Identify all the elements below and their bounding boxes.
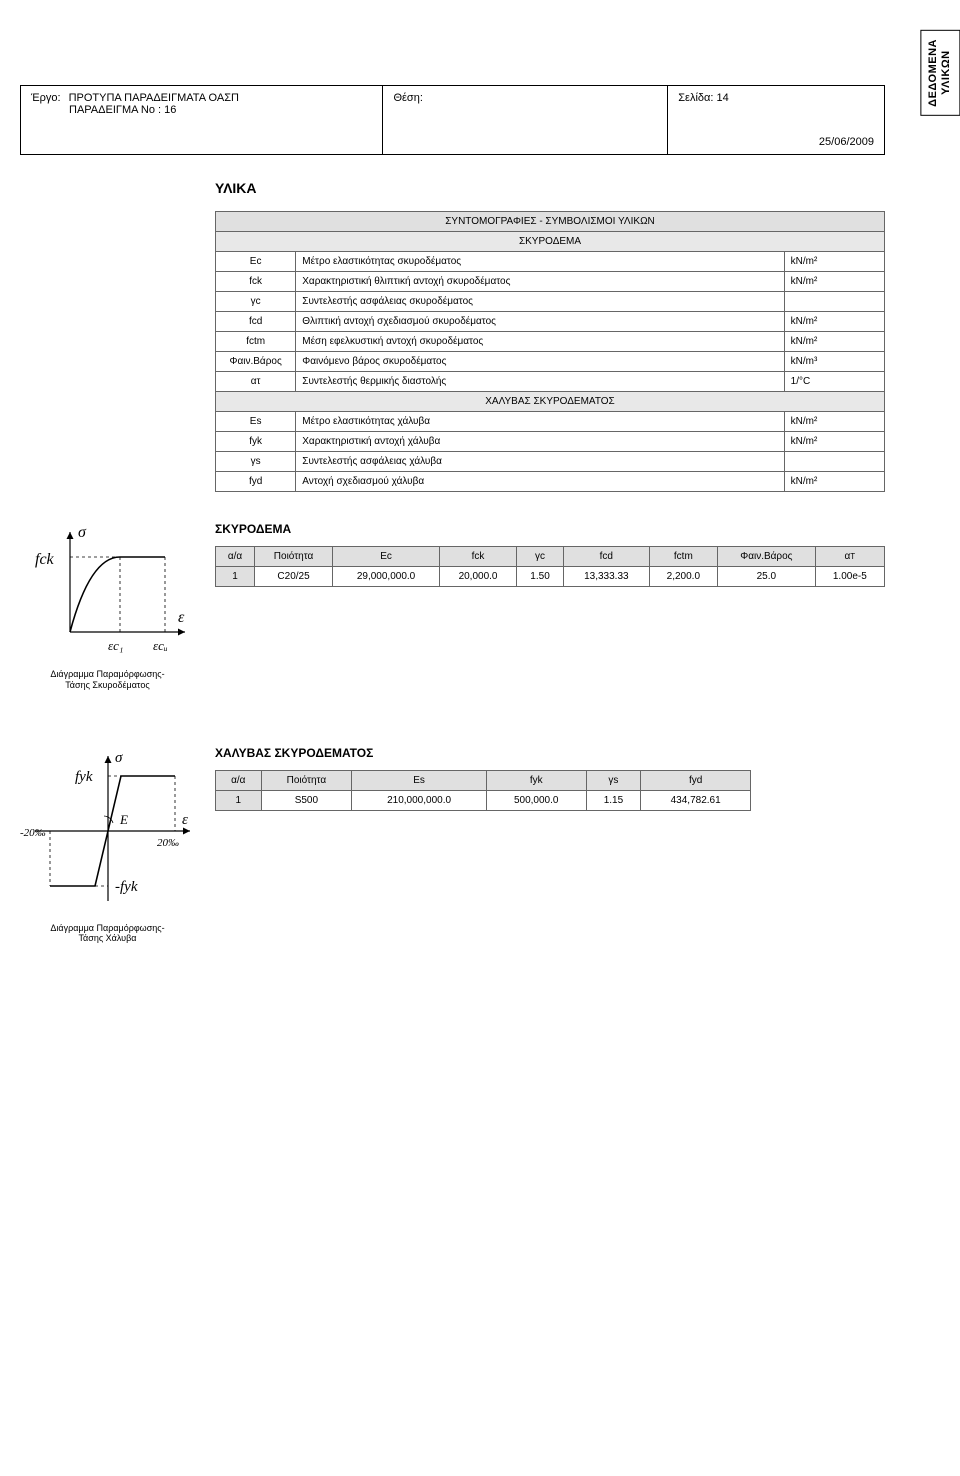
abbrev-symbol: Ec xyxy=(216,252,296,272)
abbrev-unit: kN/m² xyxy=(784,312,884,332)
svg-text:fck: fck xyxy=(35,551,55,568)
table-cell: 1.50 xyxy=(517,567,564,587)
concrete-section-title: ΣΚΥΡΟΔΕΜΑ xyxy=(215,522,885,536)
svg-text:-fyk: -fyk xyxy=(115,879,138,895)
side-tab: ΔΕΔΟΜΕΝΑ ΥΛΙΚΩΝ xyxy=(920,30,960,116)
abbrev-desc: Χαρακτηριστική θλιπτική αντοχή σκυροδέμα… xyxy=(296,272,784,292)
svg-text:E: E xyxy=(119,812,128,827)
svg-text:ε: ε xyxy=(178,609,185,626)
abbrev-sub2: ΧΑΛΥΒΑΣ ΣΚΥΡΟΔΕΜΑΤΟΣ xyxy=(216,392,885,412)
header-project-label: Έργο: xyxy=(31,92,61,104)
steel-stress-strain-diagram: σ fyk ε E 20‰ -20‰ -fyk xyxy=(20,746,195,916)
steel-diagram-caption: Διάγραμμα Παραμόρφωσης- Τάσης Χάλυβα xyxy=(20,923,195,945)
svg-text:σ: σ xyxy=(78,524,87,541)
abbrev-symbol: fck xyxy=(216,272,296,292)
abbrev-heading: ΣΥΝΤΟΜΟΓΡΑΦΙΕΣ - ΣΥΜΒΟΛΙΣΜΟΙ ΥΛΙΚΩΝ xyxy=(216,212,885,232)
table-cell: 1 xyxy=(216,567,255,587)
svg-text:-20‰: -20‰ xyxy=(20,827,46,839)
abbrev-symbol: fyk xyxy=(216,432,296,452)
header-project-line1: ΠΡΟΤΥΠΑ ΠΑΡΑΔΕΙΓΜΑΤΑ ΟΑΣΠ xyxy=(69,92,239,104)
svg-text:εcᵤ: εcᵤ xyxy=(153,638,168,653)
header-date: 25/06/2009 xyxy=(678,136,874,148)
concrete-data-table: α/αΠοιότηταEcfckγcfcdfctmΦαιν.ΒάροςαT 1C… xyxy=(215,546,885,587)
table-cell: 1.00e-5 xyxy=(815,567,884,587)
concrete-stress-strain-diagram: σ fck ε εc₁ εcᵤ xyxy=(20,522,195,662)
abbrev-unit: kN/m³ xyxy=(784,352,884,372)
abbrev-unit: kN/m² xyxy=(784,432,884,452)
table-header: fcd xyxy=(564,547,650,567)
abbrev-desc: Μέτρο ελαστικότητας χάλυβα xyxy=(296,412,784,432)
header-position-label: Θέση: xyxy=(393,92,657,104)
svg-text:fyk: fyk xyxy=(75,769,93,785)
abbrev-sub1: ΣΚΥΡΟΔΕΜΑ xyxy=(216,232,885,252)
table-cell: 1 xyxy=(216,790,262,810)
table-header: Ποιότητα xyxy=(255,547,333,567)
abbrev-symbol: ατ xyxy=(216,372,296,392)
svg-text:ε: ε xyxy=(182,812,188,828)
header-page-label: Σελίδα: 14 xyxy=(678,92,874,104)
svg-text:20‰: 20‰ xyxy=(157,837,179,849)
abbrev-unit: kN/m² xyxy=(784,252,884,272)
abbrev-unit: 1/°C xyxy=(784,372,884,392)
abbrev-desc: Συντελεστής ασφάλειας χάλυβα xyxy=(296,452,784,472)
page-title: ΥΛΙΚΑ xyxy=(215,180,930,196)
table-header: Φαιν.Βάρος xyxy=(718,547,816,567)
abbrev-unit: kN/m² xyxy=(784,472,884,492)
steel-data-table: α/αΠοιότηταEsfykγsfyd 1S500210,000,000.0… xyxy=(215,770,751,811)
table-header: Ec xyxy=(333,547,440,567)
table-header: fck xyxy=(440,547,517,567)
abbrev-desc: Χαρακτηριστική αντοχή χάλυβα xyxy=(296,432,784,452)
table-header: fyk xyxy=(486,770,586,790)
table-cell: 434,782.61 xyxy=(641,790,751,810)
abbrev-unit xyxy=(784,292,884,312)
table-header: Ποιότητα xyxy=(261,770,352,790)
table-header: α/α xyxy=(216,547,255,567)
svg-text:σ: σ xyxy=(115,750,123,766)
abbrev-symbol: fcd xyxy=(216,312,296,332)
table-cell: 13,333.33 xyxy=(564,567,650,587)
abbrev-desc: Φαινόμενο βάρος σκυροδέματος xyxy=(296,352,784,372)
side-tab-line2: ΥΛΙΚΩΝ xyxy=(940,51,952,95)
steel-section-title: ΧΑΛΥΒΑΣ ΣΚΥΡΟΔΕΜΑΤΟΣ xyxy=(215,746,885,760)
abbrev-symbol: γc xyxy=(216,292,296,312)
abbrev-desc: Συντελεστής θερμικής διαστολής xyxy=(296,372,784,392)
table-cell: C20/25 xyxy=(255,567,333,587)
table-header: Es xyxy=(352,770,487,790)
abbrev-symbol: γs xyxy=(216,452,296,472)
table-cell: 29,000,000.0 xyxy=(333,567,440,587)
abbrev-symbol: Φαιν.Βάρος xyxy=(216,352,296,372)
abbrev-desc: Θλιπτική αντοχή σχεδιασμού σκυροδέματος xyxy=(296,312,784,332)
abbreviations-table: ΣΥΝΤΟΜΟΓΡΑΦΙΕΣ - ΣΥΜΒΟΛΙΣΜΟΙ ΥΛΙΚΩΝ ΣΚΥΡ… xyxy=(215,211,885,492)
abbrev-desc: Αντοχή σχεδιασμού χάλυβα xyxy=(296,472,784,492)
table-cell: 210,000,000.0 xyxy=(352,790,487,810)
table-header: fctm xyxy=(649,547,717,567)
abbrev-unit: kN/m² xyxy=(784,272,884,292)
table-cell: 25.0 xyxy=(718,567,816,587)
svg-text:εc₁: εc₁ xyxy=(108,638,123,653)
table-header: αT xyxy=(815,547,884,567)
page-header: Έργο: ΠΡΟΤΥΠΑ ΠΑΡΑΔΕΙΓΜΑΤΑ ΟΑΣΠ ΠΑΡΑΔΕΙΓ… xyxy=(20,85,885,155)
header-project-line2: ΠΑΡΑΔΕΙΓΜΑ Νο : 16 xyxy=(31,104,372,116)
table-cell: 1.15 xyxy=(586,790,641,810)
side-tab-line1: ΔΕΔΟΜΕΝΑ xyxy=(927,39,939,107)
abbrev-unit xyxy=(784,452,884,472)
table-cell: 20,000.0 xyxy=(440,567,517,587)
table-header: fyd xyxy=(641,770,751,790)
table-header: γc xyxy=(517,547,564,567)
table-header: α/α xyxy=(216,770,262,790)
abbrev-unit: kN/m² xyxy=(784,332,884,352)
table-cell: 2,200.0 xyxy=(649,567,717,587)
concrete-diagram-caption: Διάγραμμα Παραμόρφωσης- Τάσης Σκυροδέματ… xyxy=(20,669,195,691)
abbrev-desc: Μέση εφελκυστική αντοχή σκυροδέματος xyxy=(296,332,784,352)
abbrev-symbol: Es xyxy=(216,412,296,432)
abbrev-unit: kN/m² xyxy=(784,412,884,432)
abbrev-symbol: fctm xyxy=(216,332,296,352)
abbrev-desc: Μέτρο ελαστικότητας σκυροδέματος xyxy=(296,252,784,272)
table-header: γs xyxy=(586,770,641,790)
table-cell: S500 xyxy=(261,790,352,810)
abbrev-desc: Συντελεστής ασφάλειας σκυροδέματος xyxy=(296,292,784,312)
table-cell: 500,000.0 xyxy=(486,790,586,810)
abbrev-symbol: fyd xyxy=(216,472,296,492)
